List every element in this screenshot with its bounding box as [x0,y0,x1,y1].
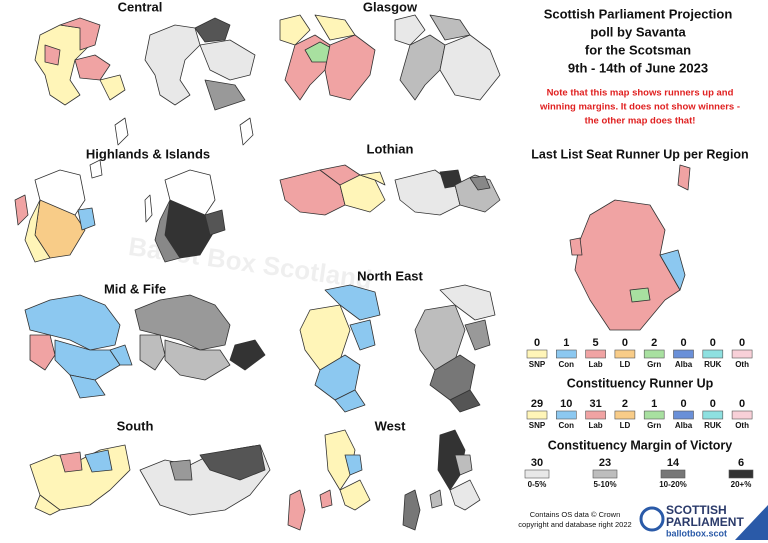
legend-swatch [555,349,577,359]
legend-swatch [643,410,665,420]
legend-label: SNP [529,421,546,430]
legend-value: 0 [710,398,716,410]
legend-label: Grn [647,421,661,430]
legend-value: 0 [680,337,686,349]
legend-value: 2 [622,398,628,410]
legend-label: 20+% [731,480,752,489]
legend-label: RUK [704,421,722,430]
legend-value: 0 [534,337,540,349]
legend-swatch [614,349,636,359]
legend-value: 30 [531,457,543,469]
legend-value: 0 [739,398,745,410]
legend-label: Lab [588,360,602,369]
legend-label: LD [620,360,631,369]
region-map [279,14,501,101]
logo-flag [735,505,768,540]
legend-label: SNP [529,360,546,369]
legend-value: 0 [739,337,745,349]
header: Scottish Parliament Projection poll by Sa… [539,6,740,126]
region-title: West [375,418,406,433]
legend-value: 1 [563,337,569,349]
legend-label: Alba [675,421,693,430]
legend-swatch [526,410,548,420]
legends: Last List Seat Runner Up per Region 0 SNP 1… [524,147,754,489]
legend-label: Lab [588,421,602,430]
legend-label: Con [559,421,575,430]
legend-swatch [643,349,665,359]
legend-label: Grn [647,360,661,369]
note-line: winning margins. It does not show winner… [539,102,740,113]
legend-value: 2 [651,337,657,349]
note-line: the other map does that! [585,116,696,127]
legend-label: LD [620,421,631,430]
region-map [287,429,481,531]
legend-value: 31 [589,398,601,410]
region-title: South [117,418,154,433]
credit-line: copyright and database right 2022 [518,520,631,529]
legend-label: Oth [735,421,749,430]
legend-value: 29 [531,398,543,410]
legend-swatch [702,410,724,420]
region-title: Glasgow [363,0,418,14]
title-line: poll by Savanta [590,24,686,39]
legend-value: 14 [667,457,680,469]
legend-swatch [614,410,636,420]
legend-label: Con [559,360,575,369]
title-line: Scottish Parliament Projection [544,6,733,21]
legend-value: 0 [622,337,628,349]
legend-title: Constituency Margin of Victory [548,438,733,452]
credit-line: Contains OS data © Crown [530,510,621,519]
legend-swatch [555,410,577,420]
legend-swatch [592,469,618,479]
legend-label: RUK [704,360,722,369]
legend-value: 23 [599,457,611,469]
legend-value: 0 [710,337,716,349]
legend-title: Constituency Runner Up [567,376,714,390]
logo-line: PARLIAMENT [666,515,744,529]
legend-value: 6 [738,457,744,469]
note-line: Note that this map shows runners up and [547,88,734,99]
legend-swatch [731,349,753,359]
region-title: Mid & Fife [104,281,166,296]
region-title: Highlands & Islands [86,146,210,161]
legend-swatch [585,349,606,359]
legend-value: 10 [560,398,572,410]
legend-label: Alba [675,360,693,369]
legend-swatch [731,410,753,420]
region-title: Lothian [367,141,414,156]
scotland-map [569,164,691,331]
title-line: for the Scotsman [585,42,691,57]
legend-label: Oth [735,360,749,369]
legend-value: 5 [593,337,599,349]
logo-icon [639,506,665,532]
legend-label: 10-20% [659,480,687,489]
title-line: 9th - 14th of June 2023 [568,60,708,75]
region-map [29,444,271,516]
logo-line: ballotbox.scot [666,528,727,538]
legend-swatch [673,410,694,420]
legend-swatch [728,469,754,479]
legend-swatch [673,349,694,359]
region-title: Central [118,0,163,14]
legend-swatch [585,410,606,420]
legend-label: 0-5% [528,480,547,489]
legend-swatch [526,349,548,359]
legend-swatch [702,349,724,359]
legend-value: 0 [680,398,686,410]
region-map [279,164,501,216]
region-title: North East [357,268,423,283]
region-map [14,117,254,263]
legend-title: Last List Seat Runner Up per Region [531,147,748,161]
logo-line: SCOTTISH [666,503,727,517]
region-map [24,294,266,399]
legend-label: 5-10% [593,480,616,489]
legend-value: 1 [651,398,657,410]
legend-swatch [524,469,550,479]
legend-swatch [660,469,686,479]
region-map [299,284,496,413]
region-map [34,17,256,111]
